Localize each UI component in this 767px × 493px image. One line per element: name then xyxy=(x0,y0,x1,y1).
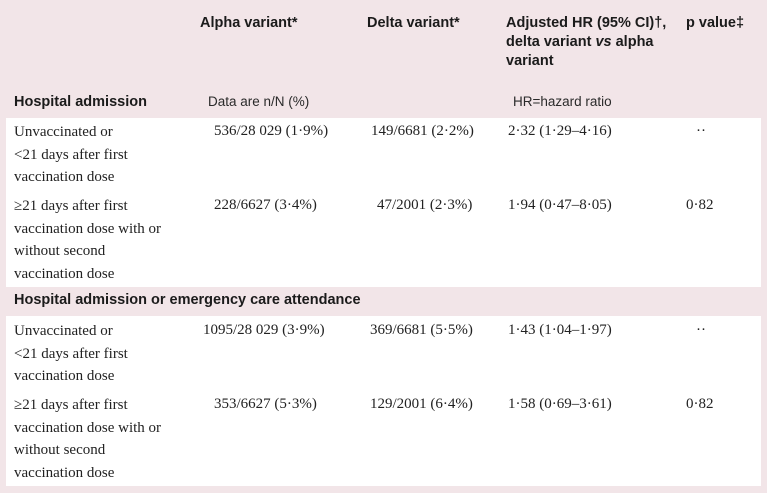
label-line: Unvaccinated or xyxy=(14,124,113,140)
cell-hr: 1·94 (0·47–8·05) xyxy=(508,197,612,213)
cell-alpha: 1095/28 029 (3·9%) xyxy=(203,322,325,338)
label-line: vaccination dose xyxy=(14,265,115,282)
section-2-rows-background xyxy=(6,316,761,486)
cell-p-value: 0·82 xyxy=(686,396,714,412)
row-label-21-days: ≥21 days after first vaccination dose wi… xyxy=(14,394,161,484)
cell-p-value: 0·82 xyxy=(686,197,714,213)
header-delta-variant: Delta variant* xyxy=(367,15,460,31)
cell-hr: 1·58 (0·69–3·61) xyxy=(508,396,612,412)
section-title-hospital-admission-or-emergency: Hospital admission or emergency care att… xyxy=(14,292,361,308)
cell-alpha: 536/28 029 (1·9%) xyxy=(214,123,329,139)
header-hr-line-2: delta variant vs alpha xyxy=(506,33,686,52)
section-title-hospital-admission: Hospital admission xyxy=(14,94,147,110)
row-label-21-days: ≥21 days after first vaccination dose wi… xyxy=(14,195,161,285)
cell-hr: 1·43 (1·04–1·97) xyxy=(508,322,612,338)
label-line: ≥21 days after first xyxy=(14,198,128,214)
label-line: vaccination dose with or xyxy=(14,419,162,436)
label-line: ≥21 days after first xyxy=(14,397,128,413)
cell-p-value: ·· xyxy=(696,322,706,338)
header-hr-line-2-b: alpha xyxy=(611,34,654,50)
cell-p-value: ·· xyxy=(696,123,706,139)
cell-alpha: 228/6627 (3·4%) xyxy=(214,197,317,213)
label-line: Unvaccinated or xyxy=(14,323,113,339)
label-line: <21 days after first xyxy=(14,345,128,362)
label-line: vaccination dose xyxy=(14,368,115,384)
header-hr-vs: vs xyxy=(595,34,612,50)
label-line: without second xyxy=(14,243,106,259)
note-hazard-ratio: HR=hazard ratio xyxy=(513,94,612,109)
row-label-unvaccinated: Unvaccinated or <21 days after first vac… xyxy=(14,320,128,388)
label-line: vaccination dose xyxy=(14,464,115,481)
label-line: <21 days after first xyxy=(14,146,128,163)
row-label-unvaccinated: Unvaccinated or <21 days after first vac… xyxy=(14,121,128,189)
label-line: vaccination dose with or xyxy=(14,220,162,237)
label-line: without second xyxy=(14,442,106,458)
header-alpha-variant: Alpha variant* xyxy=(200,15,298,31)
header-hr-line-2-a: delta variant xyxy=(506,34,596,50)
cell-delta: 129/2001 (6·4%) xyxy=(370,396,473,412)
note-data-format: Data are n/N (%) xyxy=(208,94,310,109)
header-hr-line-1: Adjusted HR (95% CI)†, xyxy=(506,15,667,31)
cell-delta: 47/2001 (2·3%) xyxy=(377,197,473,213)
section-1-rows-background xyxy=(6,118,761,287)
header-p-value: p value‡ xyxy=(686,15,745,31)
cell-delta: 149/6681 (2·2%) xyxy=(371,123,474,139)
cell-alpha: 353/6627 (5·3%) xyxy=(214,396,317,412)
header-hr-line-3: variant xyxy=(506,53,554,69)
cell-delta: 369/6681 (5·5%) xyxy=(370,322,473,338)
label-line: vaccination dose xyxy=(14,169,115,185)
cell-hr: 2·32 (1·29–4·16) xyxy=(508,123,612,139)
header-adjusted-hr: Adjusted HR (95% CI)†, delta variant vs … xyxy=(506,14,686,71)
